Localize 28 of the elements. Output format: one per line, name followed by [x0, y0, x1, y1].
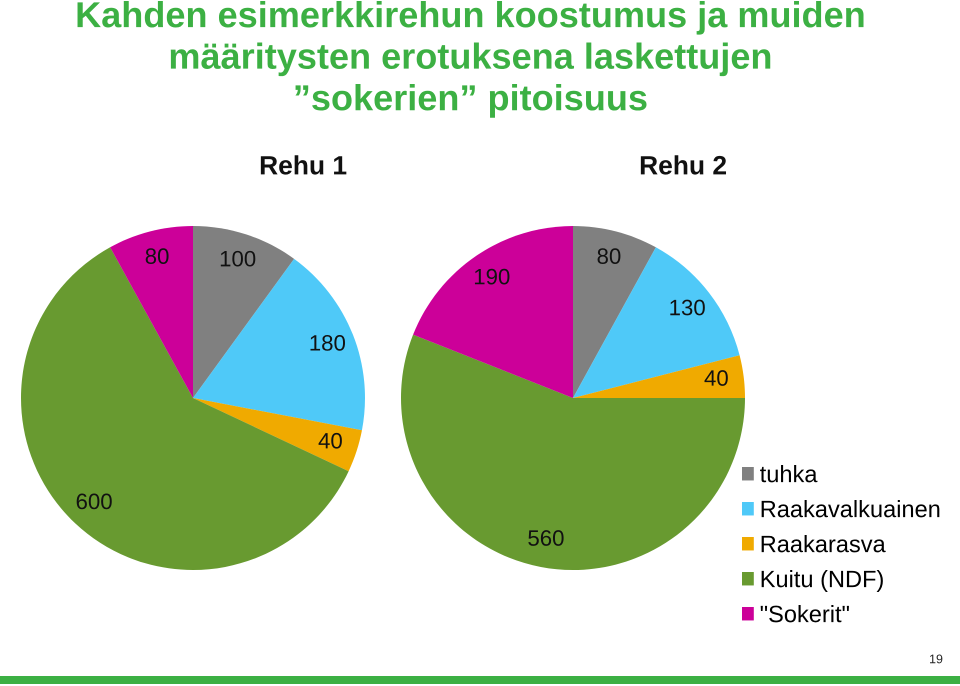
legend-label: Raakarasva [762, 535, 886, 552]
text: 19 [930, 654, 942, 664]
pie-slice [193, 398, 362, 472]
pie-slice [21, 247, 349, 570]
data-label: 40 [318, 432, 342, 449]
pie-slice [413, 226, 573, 398]
pie-slice [193, 226, 294, 398]
pie-slice [401, 334, 745, 570]
legend-label: tuhka [760, 465, 818, 482]
data-label: 80 [146, 248, 169, 264]
legend-label: Raakavalkuainen [762, 500, 940, 518]
data-label: 560 [528, 530, 564, 546]
legend-label: Kuitu (NDF) [762, 570, 883, 592]
text: Kahden esimerkkirehun koostumus ja muiden määritysten erotuksena laskettujen ”sokerien” pitoisuus [78, 1, 864, 118]
legend-label: "Sokerit" [760, 604, 849, 622]
data-label: 40 [704, 370, 728, 386]
data-label: 80 [598, 248, 620, 264]
chart-title: Rehu 1 [260, 155, 346, 175]
data-label: 180 [310, 335, 346, 351]
data-label: 130 [670, 300, 705, 316]
data-label: 100 [220, 250, 256, 267]
pie-slice [110, 226, 193, 398]
pie-slice [573, 355, 745, 398]
data-label: 600 [76, 494, 112, 510]
pie-slice [573, 247, 740, 398]
chart-title: Rehu 2 [640, 155, 726, 175]
pie-slice [573, 226, 656, 398]
data-label: 190 [474, 268, 510, 284]
